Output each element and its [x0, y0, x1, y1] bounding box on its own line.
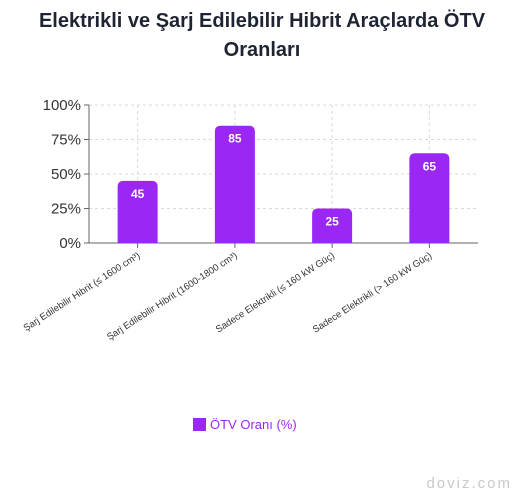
watermark: doviz.com — [426, 475, 512, 492]
y-tick-label: 75% — [51, 132, 81, 149]
bar — [214, 125, 255, 243]
y-tick-label: 50% — [51, 166, 81, 183]
data-label: 65 — [423, 159, 437, 173]
data-label: 45 — [131, 187, 145, 201]
data-label: 25 — [325, 215, 339, 229]
legend-swatch — [193, 418, 206, 431]
chart-title-line2: Oranları — [223, 39, 301, 61]
y-tick-label: 100% — [43, 97, 81, 114]
y-tick-label: 25% — [51, 201, 81, 218]
legend-label: ÖTV Oranı (%) — [210, 417, 297, 432]
bar — [312, 208, 353, 243]
bar — [409, 153, 450, 243]
bar — [117, 180, 158, 243]
chart-title-line1: Elektrikli ve Şarj Edilebilir Hibrit Ara… — [38, 10, 486, 32]
y-tick-label: 0% — [59, 235, 81, 252]
data-label: 85 — [228, 132, 242, 146]
